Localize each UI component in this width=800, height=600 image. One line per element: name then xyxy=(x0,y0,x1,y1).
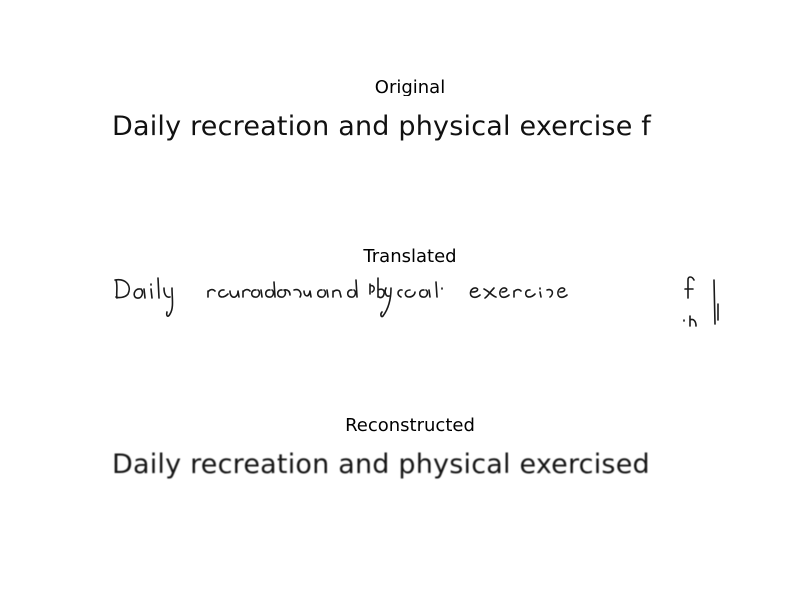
handwriting-strokes xyxy=(114,276,719,327)
original-text-line: Daily recreation and physical exercise f xyxy=(112,111,651,142)
original-text-image: Daily recreation and physical exercise f xyxy=(104,96,724,162)
translated-handwriting-image xyxy=(104,264,724,336)
reconstructed-title: Reconstructed xyxy=(345,415,475,436)
reconstructed-text-image: Daily recreation and physical exercised xyxy=(104,434,724,500)
reconstructed-text-line: Daily recreation and physical exercised xyxy=(112,449,650,480)
translated-title: Translated xyxy=(363,246,457,267)
original-title: Original xyxy=(374,77,446,98)
